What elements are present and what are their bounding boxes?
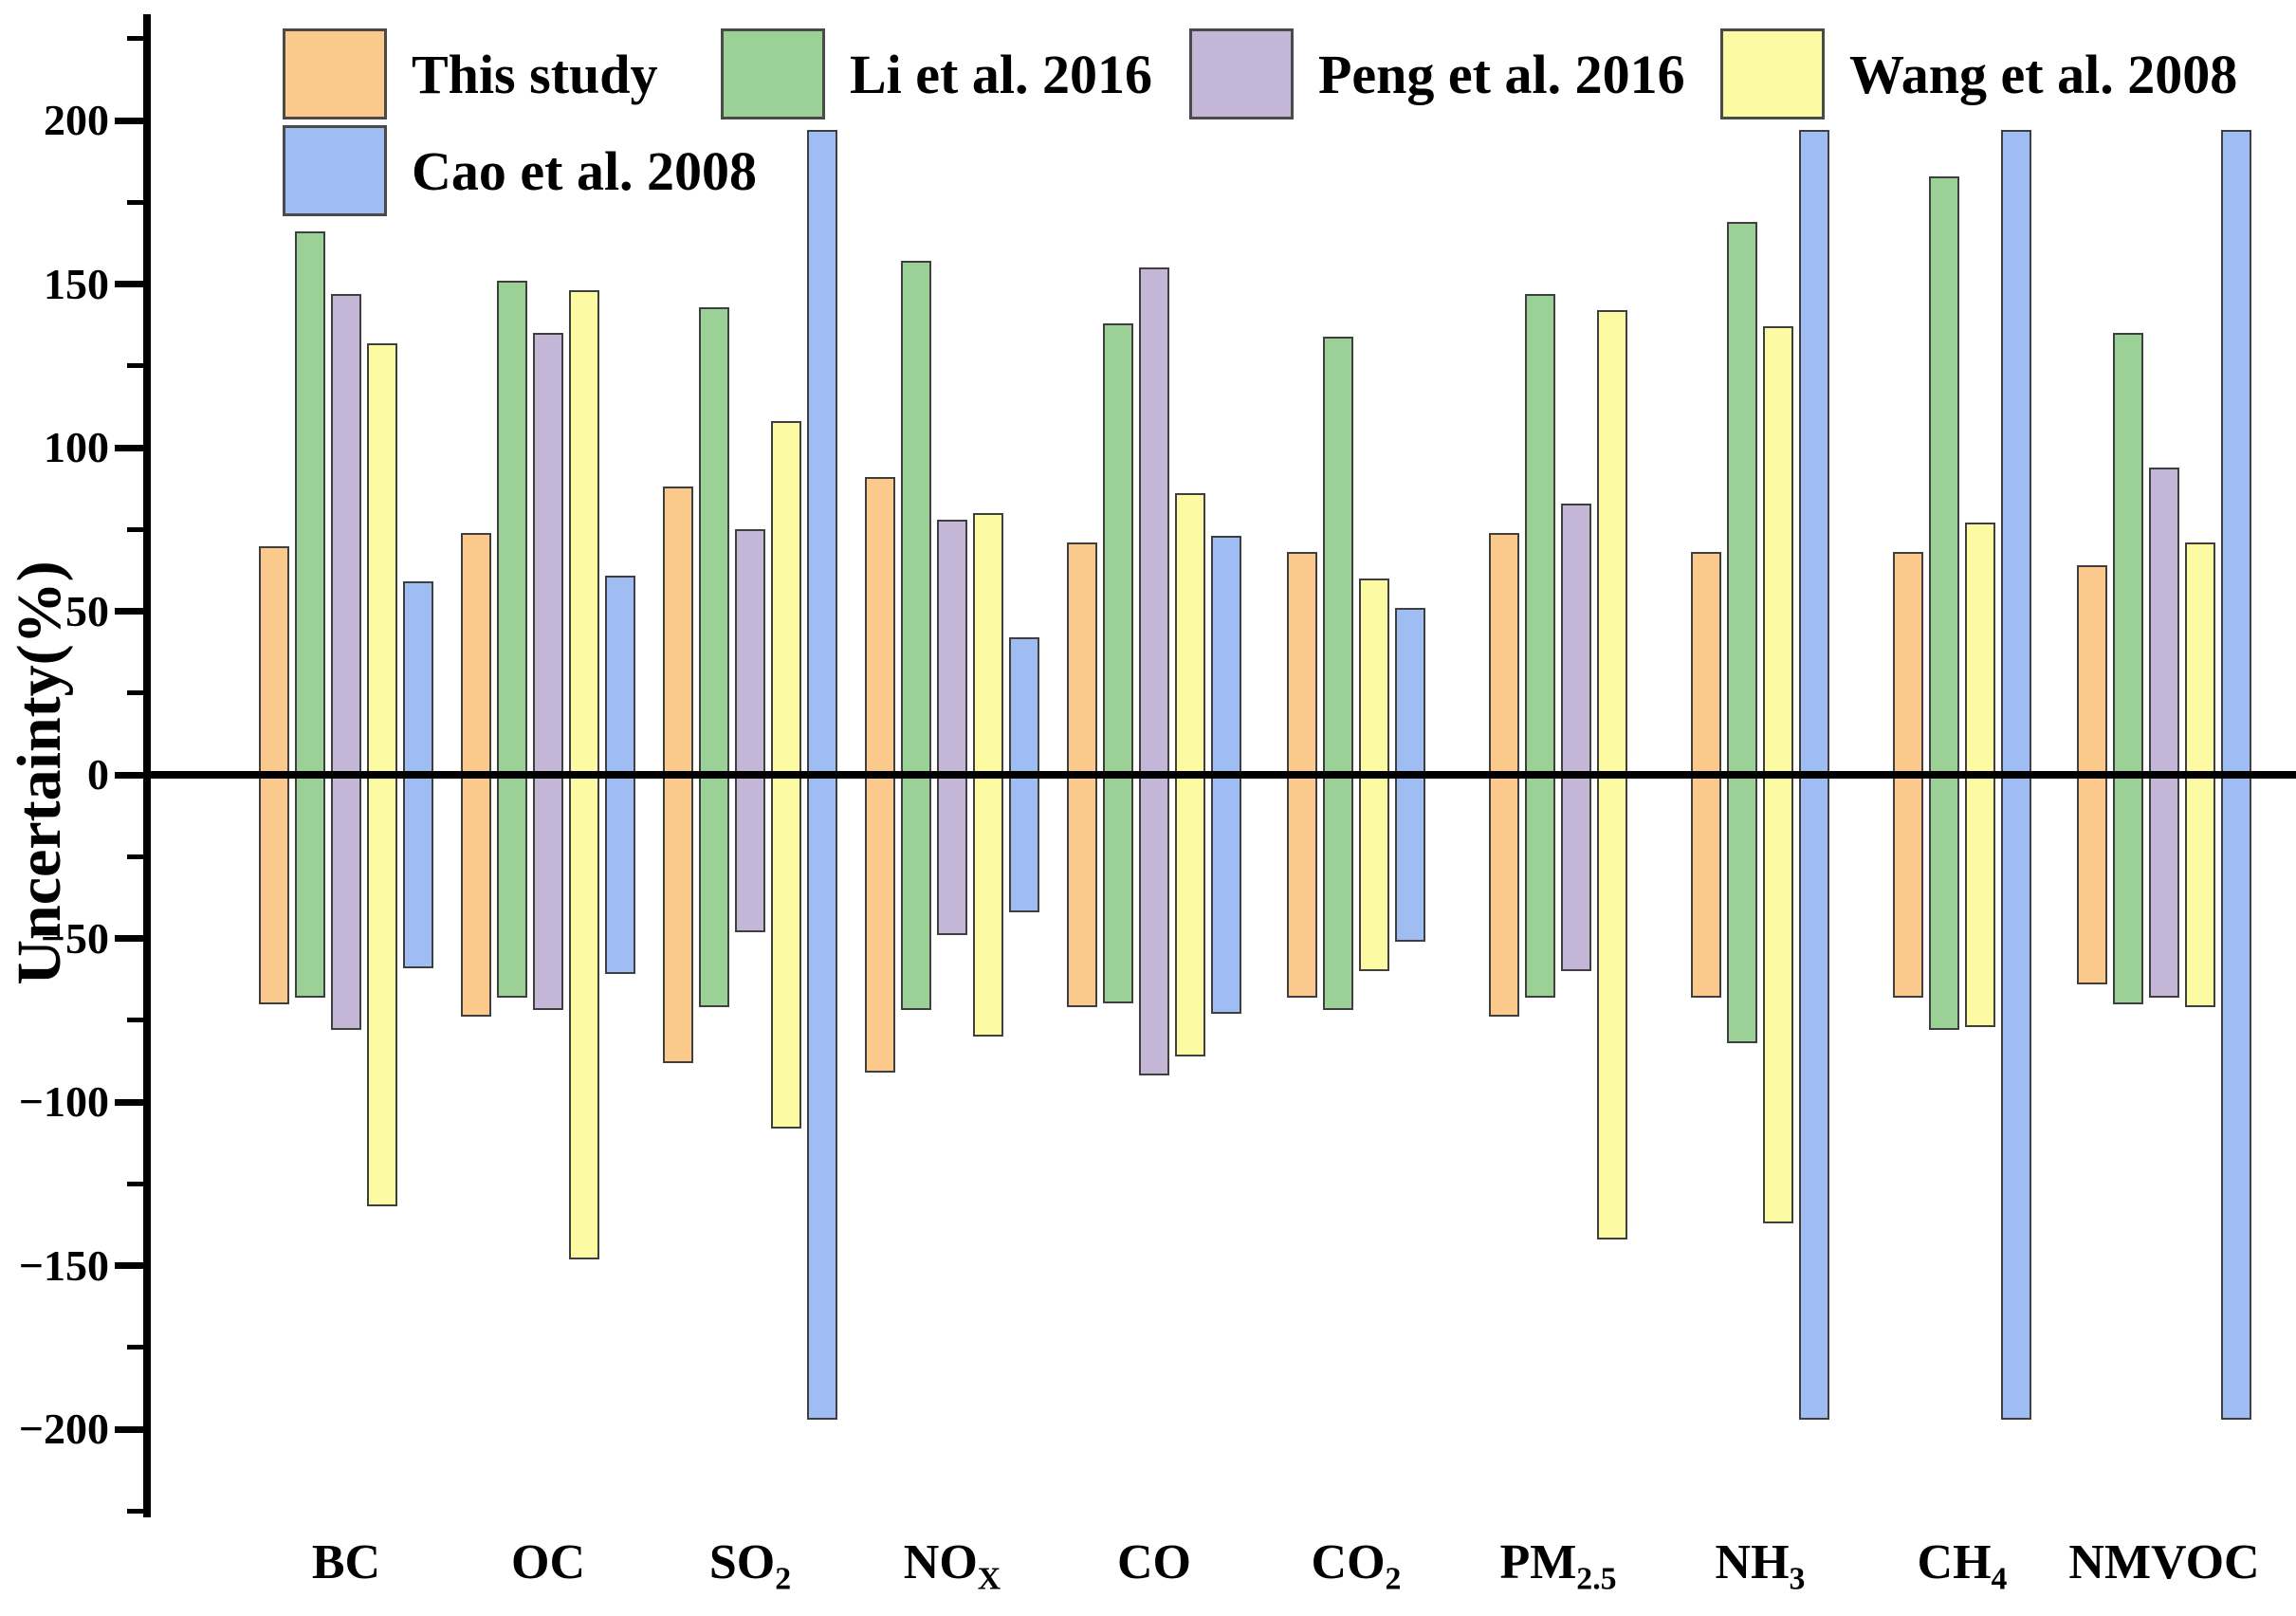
- y-axis-minor-tick: [127, 199, 143, 205]
- y-axis-tick-label: 100: [44, 423, 109, 471]
- bar-peng-et-al-2016-nox: [937, 519, 967, 936]
- legend-item: Wang et al. 2008: [1720, 28, 2237, 119]
- legend-item: Li et al. 2016: [721, 28, 1152, 119]
- bar-peng-et-al-2016-oc: [533, 333, 563, 1011]
- bar-li-et-al-2016-ch4: [1929, 175, 1959, 1031]
- bar-li-et-al-2016-nox: [901, 261, 931, 1011]
- bar-peng-et-al-2016-so2: [735, 529, 765, 932]
- y-axis-minor-tick: [127, 854, 143, 859]
- legend-swatch-peng-et-al-2016: [1189, 28, 1294, 119]
- x-category-label: SO2: [708, 1535, 792, 1597]
- legend-swatch-wang-et-al-2008: [1720, 28, 1825, 119]
- x-category-label: CO2: [1311, 1535, 1402, 1597]
- bar-peng-et-al-2016-pm2.5: [1561, 503, 1591, 971]
- y-axis-minor-tick: [127, 1345, 143, 1350]
- x-category-label: CH4: [1917, 1535, 2008, 1597]
- x-category-label: NOX: [903, 1535, 1001, 1597]
- x-category-label: BC: [311, 1535, 381, 1589]
- legend-label: Peng et al. 2016: [1318, 43, 1685, 105]
- y-axis-major-tick: [115, 1262, 143, 1269]
- legend-label: This study: [412, 43, 658, 105]
- y-axis-tick-label: 150: [44, 259, 109, 308]
- legend-label: Li et al. 2016: [850, 43, 1152, 105]
- bar-li-et-al-2016-so2: [699, 306, 729, 1007]
- y-axis-tick-label: −100: [18, 1077, 109, 1126]
- y-axis-tick-label: 50: [65, 586, 109, 635]
- x-category-label: PM2.5: [1499, 1535, 1617, 1597]
- y-axis-tick-label: 0: [87, 750, 109, 799]
- bar-li-et-al-2016-oc: [497, 281, 527, 998]
- y-axis-tick-label: −150: [18, 1240, 109, 1290]
- bar-li-et-al-2016-co2: [1323, 336, 1353, 1011]
- legend-item: This study: [283, 28, 658, 119]
- bar-li-et-al-2016-nh3: [1727, 221, 1757, 1043]
- legend-label: Cao et al. 2008: [412, 139, 758, 202]
- bar-li-et-al-2016-pm2.5: [1525, 293, 1555, 998]
- y-axis-minor-tick: [127, 690, 143, 696]
- x-category-label: OC: [511, 1535, 585, 1589]
- bar-li-et-al-2016-bc: [295, 231, 325, 998]
- y-axis-tick-label: 200: [44, 96, 109, 144]
- y-axis-minor-tick: [127, 363, 143, 369]
- zero-baseline: [143, 771, 2296, 779]
- y-axis-minor-tick: [127, 1181, 143, 1186]
- y-axis-tick-label: −50: [40, 913, 109, 963]
- legend-swatch-this-study: [283, 28, 387, 119]
- bar-li-et-al-2016-nmvoc: [2113, 333, 2143, 1004]
- legend-swatch-cao-et-al-2008: [283, 125, 387, 216]
- x-category-label: CO: [1117, 1535, 1191, 1589]
- y-axis-major-tick: [115, 935, 143, 942]
- y-axis-major-tick: [115, 444, 143, 451]
- bar-li-et-al-2016-co: [1103, 322, 1133, 1004]
- bar-peng-et-al-2016-nmvoc: [2149, 467, 2179, 998]
- y-axis-minor-tick: [127, 526, 143, 532]
- y-axis-minor-tick: [127, 1508, 143, 1514]
- y-axis-spine: [143, 14, 151, 1517]
- bar-peng-et-al-2016-co: [1139, 267, 1169, 1076]
- legend-swatch-li-et-al-2016: [721, 28, 825, 119]
- y-axis-major-tick: [115, 1425, 143, 1433]
- bar-peng-et-al-2016-bc: [331, 293, 361, 1031]
- legend-item: Peng et al. 2016: [1189, 28, 1685, 119]
- y-axis-major-tick: [115, 771, 143, 779]
- x-category-label: NH3: [1715, 1535, 1806, 1597]
- y-axis-major-tick: [115, 608, 143, 615]
- legend-item: Cao et al. 2008: [283, 125, 757, 216]
- legend-label: Wang et al. 2008: [1849, 43, 2238, 105]
- y-axis-major-tick: [115, 1098, 143, 1106]
- y-axis-major-tick: [115, 117, 143, 124]
- y-axis-tick-label: −200: [18, 1405, 109, 1453]
- y-axis-minor-tick: [127, 36, 143, 42]
- y-axis-minor-tick: [127, 1018, 143, 1023]
- y-axis-major-tick: [115, 281, 143, 287]
- x-category-label: NMVOC: [2068, 1535, 2260, 1589]
